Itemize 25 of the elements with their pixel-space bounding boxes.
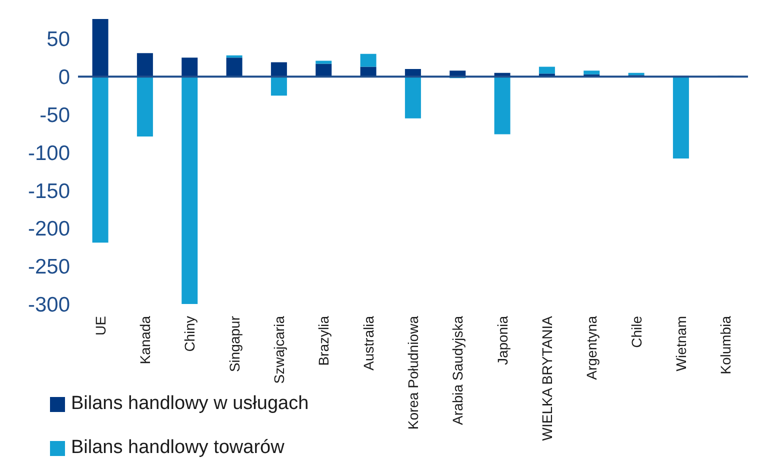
x-tick-label: Chile [628, 316, 644, 348]
x-tick-label: Brazylia [316, 316, 332, 366]
y-tick-label: 50 [46, 28, 70, 52]
legend-label: Bilans handlowy towarów [71, 437, 284, 459]
x-tick-label: Kanada [137, 316, 153, 364]
y-tick-label: -200 [28, 218, 70, 241]
y-tick-label: -150 [28, 180, 70, 203]
x-tick-label: Argentyna [584, 316, 600, 380]
x-tick-label: Szwajcaria [271, 316, 287, 384]
y-tick-label: -250 [28, 256, 70, 279]
x-tick-label: Singapur [226, 316, 242, 372]
x-tick-label: WIELKA BRYTANIA [539, 315, 555, 441]
x-tick-label: Wietnam [673, 316, 689, 372]
x-tick-label: Japonia [494, 316, 510, 366]
y-tick-label: -50 [40, 104, 70, 127]
x-tick-label: Chiny [182, 316, 198, 352]
x-tick-label: Kolumbia [718, 316, 734, 374]
x-tick-label: Australia [360, 316, 376, 370]
x-tick-label: Arabia Saudyjska [450, 316, 466, 425]
legend-label: Bilans handlowy w usługach [71, 393, 309, 415]
y-tick-label: 0 [58, 66, 70, 90]
y-tick-label: -100 [28, 142, 70, 165]
y-tick-label: -300 [28, 293, 70, 316]
x-tick-label: UE [92, 316, 108, 336]
x-tick-label: Korea Południowa [405, 316, 421, 430]
